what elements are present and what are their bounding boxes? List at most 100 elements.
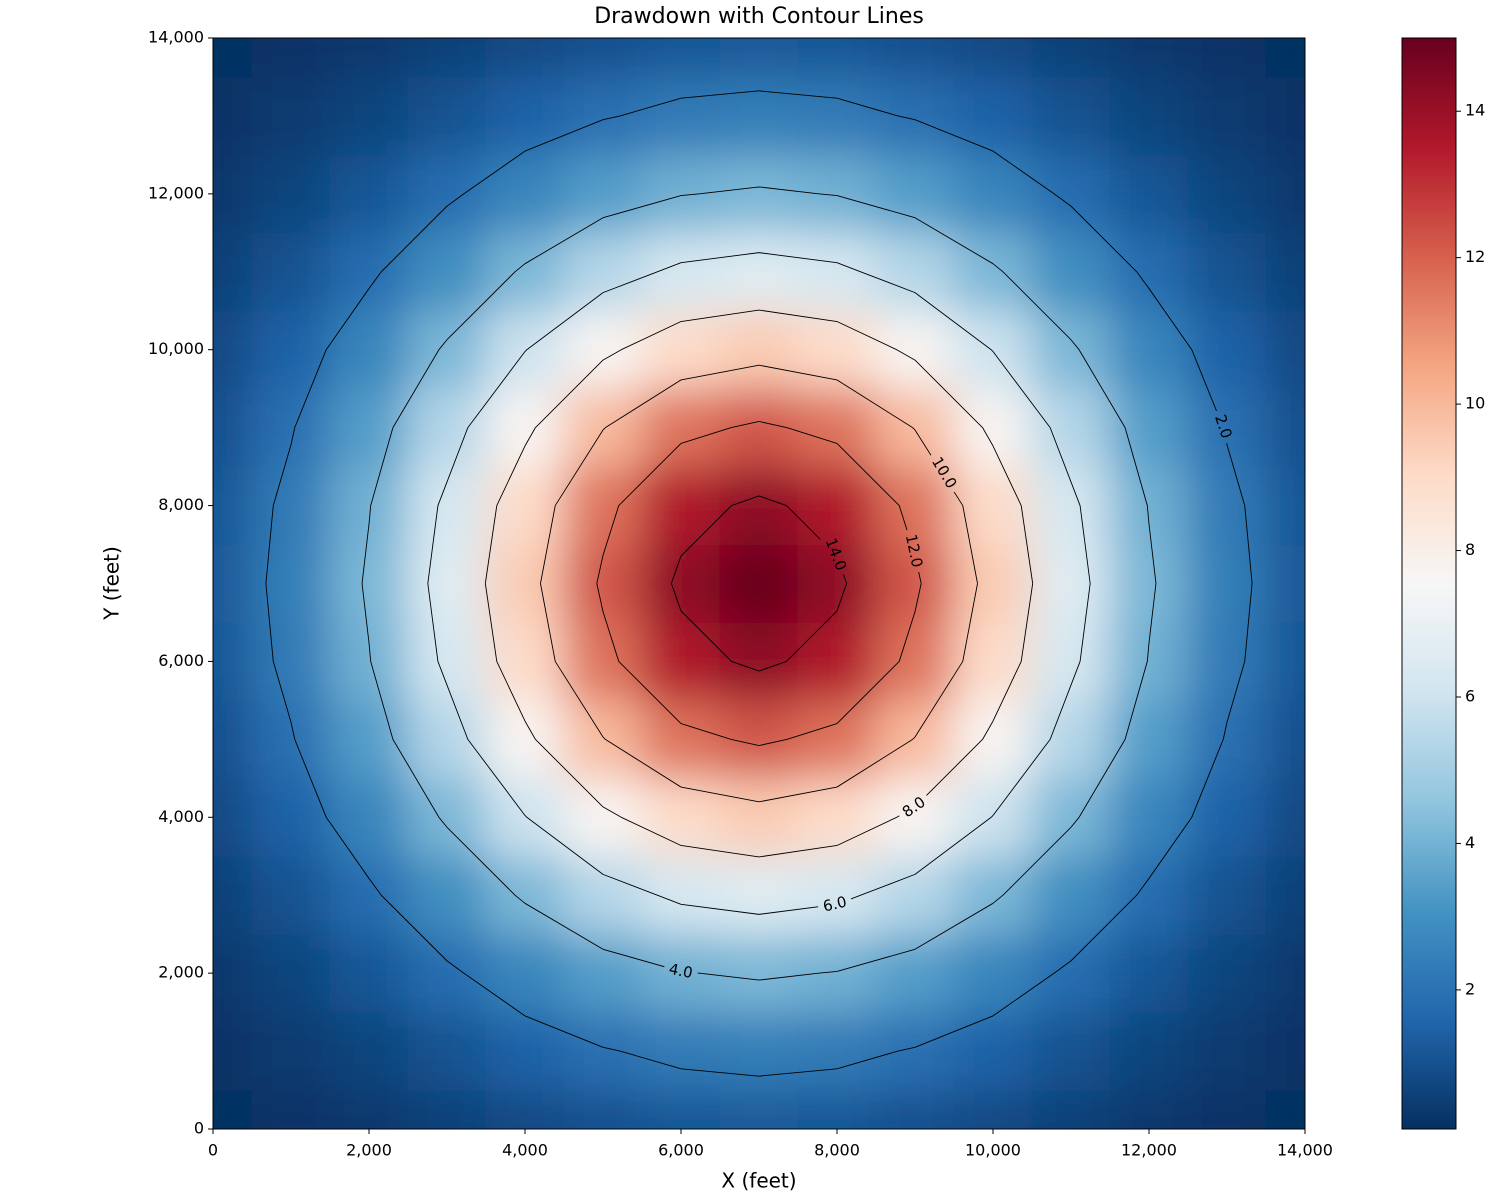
heat-cell	[797, 76, 877, 156]
heat-cell	[953, 76, 1033, 156]
heat-cell	[213, 1011, 253, 1091]
heat-cell	[1031, 466, 1111, 546]
heat-cell	[407, 154, 487, 234]
heat-cell	[485, 1089, 565, 1129]
colorbar	[1401, 37, 1457, 1130]
heat-cell	[329, 933, 409, 1013]
heat-cell	[1109, 855, 1189, 935]
heat-cell	[329, 544, 409, 623]
x-tick-label: 10,000	[965, 1141, 1021, 1160]
heat-cell	[485, 855, 565, 935]
heat-cell	[1031, 699, 1111, 779]
colorbar-tick-label: 14	[1465, 101, 1485, 120]
heat-cell	[641, 310, 721, 390]
heat-cell	[1031, 777, 1111, 857]
heat-cell	[1031, 544, 1111, 623]
heat-cell	[213, 232, 253, 312]
heat-cell	[563, 154, 643, 234]
heat-cell	[719, 232, 799, 312]
heat-cell	[485, 621, 565, 701]
heat-cell	[1265, 388, 1305, 468]
contour-line	[670, 495, 848, 672]
heat-cell	[251, 38, 331, 78]
heat-cell	[407, 1089, 487, 1129]
heat-cell	[213, 38, 253, 78]
heat-cell	[875, 154, 955, 234]
heat-cell	[251, 154, 331, 234]
heat-cell	[641, 1089, 721, 1129]
heat-cell	[719, 544, 799, 623]
heat-cell	[251, 621, 331, 701]
heat-cell	[407, 310, 487, 390]
heat-cell	[1265, 310, 1305, 390]
heat-cell	[563, 933, 643, 1013]
heat-cell	[1265, 855, 1305, 935]
heat-cell	[407, 777, 487, 857]
heat-cell	[797, 466, 877, 546]
heat-cell	[485, 544, 565, 623]
heat-cell	[485, 388, 565, 468]
heat-cell	[407, 76, 487, 156]
colorbar-tick-label: 10	[1465, 394, 1485, 413]
plot-frame	[212, 37, 1306, 1130]
heatmap	[213, 38, 1305, 1129]
heat-cell	[1187, 232, 1267, 312]
heat-cell	[1109, 232, 1189, 312]
x-tick-label: 8,000	[814, 1141, 860, 1160]
heat-cell	[407, 388, 487, 468]
heat-cell	[953, 388, 1033, 468]
colorbar-tick-label: 6	[1465, 686, 1475, 705]
heat-cell	[641, 777, 721, 857]
heat-cell	[1109, 777, 1189, 857]
heat-cell	[1187, 310, 1267, 390]
heat-cell	[329, 310, 409, 390]
heat-cell	[1265, 38, 1305, 78]
heat-cell	[213, 388, 253, 468]
heat-cell	[1265, 76, 1305, 156]
heat-cell	[875, 855, 955, 935]
heat-cell	[329, 777, 409, 857]
heat-cell	[407, 621, 487, 701]
heat-cell	[797, 38, 877, 78]
heat-cell	[251, 466, 331, 546]
heat-cell	[485, 76, 565, 156]
heat-cell	[1031, 621, 1111, 701]
heat-cell	[1187, 855, 1267, 935]
heat-cell	[797, 1011, 877, 1091]
heat-cell	[1031, 1011, 1111, 1091]
heat-cell	[875, 466, 955, 546]
heat-cell	[1109, 544, 1189, 623]
heat-cell	[719, 777, 799, 857]
contour-line	[361, 186, 1157, 981]
heat-cell	[329, 699, 409, 779]
heat-cell	[875, 777, 955, 857]
y-tick-label: 8,000	[158, 495, 204, 514]
heat-cell	[1265, 621, 1305, 701]
contour-line	[596, 421, 922, 746]
contour-line	[540, 364, 978, 803]
heat-cell	[1109, 621, 1189, 701]
heat-cell	[1187, 466, 1267, 546]
heat-cell	[213, 855, 253, 935]
heat-cell	[641, 855, 721, 935]
y-axis-label: Y (feet)	[100, 546, 124, 621]
heat-cell	[719, 933, 799, 1013]
heat-cell	[407, 232, 487, 312]
heat-cell	[719, 1011, 799, 1091]
heat-cell	[563, 466, 643, 546]
heat-cell	[953, 544, 1033, 623]
heat-cell	[641, 699, 721, 779]
x-tick-label: 6,000	[658, 1141, 704, 1160]
heat-cell	[1031, 855, 1111, 935]
heat-cell	[407, 466, 487, 546]
heat-cell	[213, 933, 253, 1013]
heat-cell	[485, 466, 565, 546]
heat-cell	[719, 154, 799, 234]
heat-cell	[213, 310, 253, 390]
heat-cell	[329, 855, 409, 935]
heat-cell	[1109, 699, 1189, 779]
heat-cell	[953, 232, 1033, 312]
heat-cell	[407, 1011, 487, 1091]
heat-cell	[953, 310, 1033, 390]
